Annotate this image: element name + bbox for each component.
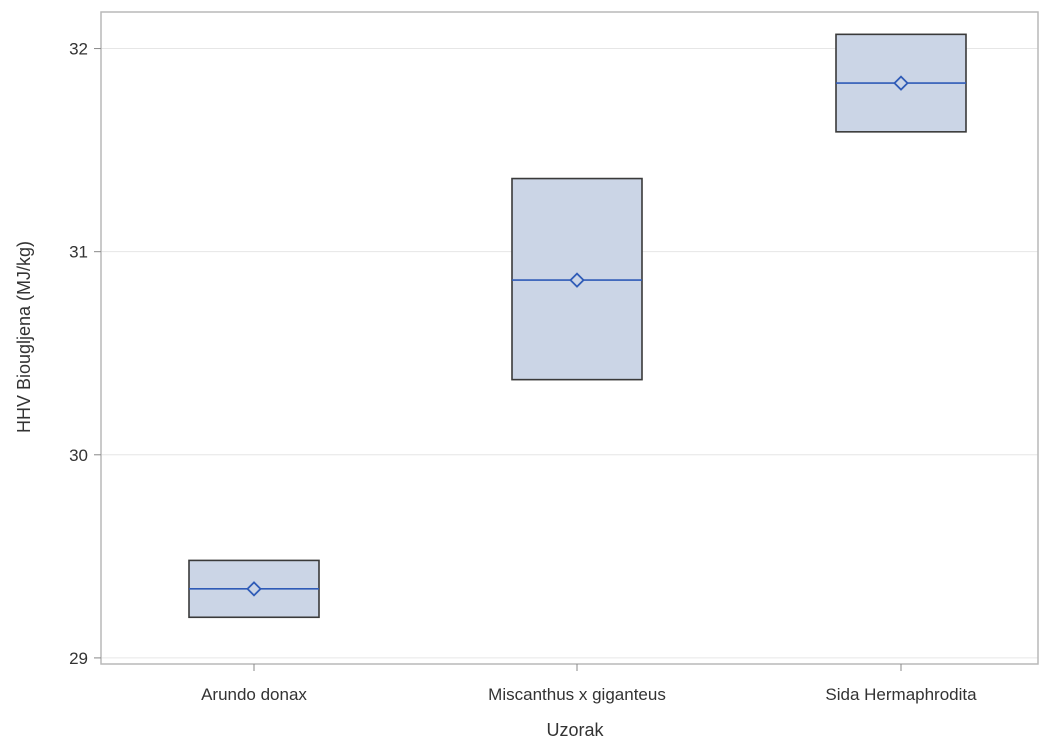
x-tick-label: Miscanthus x giganteus: [488, 685, 666, 704]
plot-frame: [100, 11, 1039, 665]
box-layer: [188, 33, 967, 619]
y-tick-label: 31: [69, 243, 88, 262]
y-tick-label: 30: [69, 446, 88, 465]
x-axis-title: Uzorak: [546, 720, 604, 740]
y-axis-title: HHV Biougljena (MJ/kg): [14, 241, 34, 433]
y-tick-label: 32: [69, 40, 88, 59]
mean-marker-0: [246, 581, 262, 597]
x-tick-label: Sida Hermaphrodita: [825, 685, 977, 704]
y-tick-label: 29: [69, 649, 88, 668]
mean-marker-1: [569, 272, 585, 288]
x-tick-label: Arundo donax: [201, 685, 307, 704]
mean-marker-2: [893, 75, 909, 91]
axis-layer: 29 30 31 32 Arundo donax Miscanthus x gigante…: [69, 40, 977, 704]
